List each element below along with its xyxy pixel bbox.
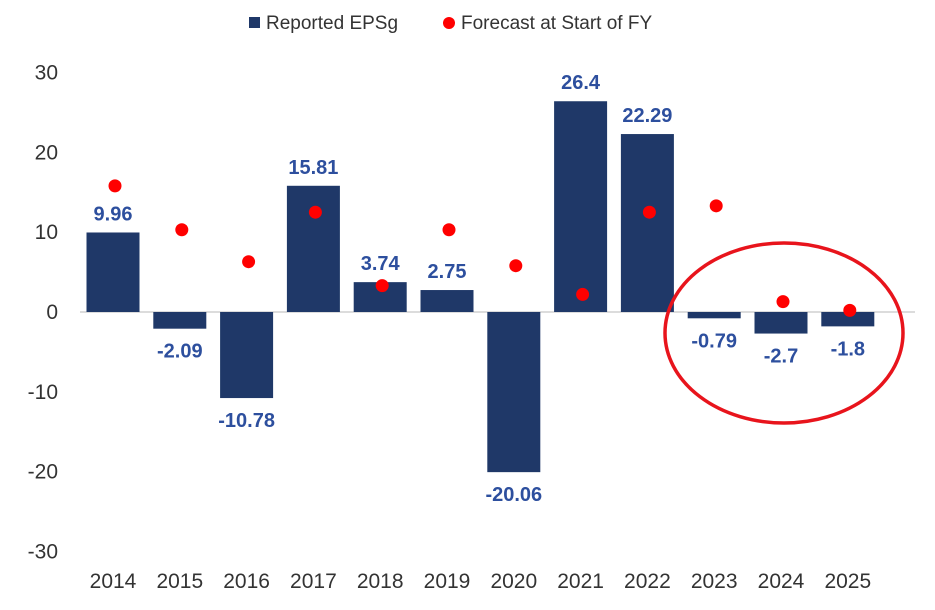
forecast-dot-2021: [576, 287, 590, 301]
legend-label-reported: Reported EPSg: [266, 13, 398, 34]
x-tick-label: 2023: [691, 570, 738, 593]
forecast-dot-2025: [843, 303, 857, 317]
x-tick-label: 2022: [624, 570, 671, 593]
data-labels: 9.96 -2.09 -10.78 15.81 3.74 2.75 -20.06 26.4 22…: [94, 72, 866, 506]
bars: [86, 101, 875, 473]
data-label-2023: -0.79: [691, 330, 737, 352]
x-tick-label: 2018: [357, 570, 404, 593]
bar-2015: [153, 312, 207, 329]
data-label-2021: 26.4: [561, 72, 601, 94]
data-label-2015: -2.09: [157, 341, 203, 363]
forecast-dot-2020: [509, 259, 523, 273]
x-tick-label: 2019: [424, 570, 471, 593]
x-tick-label: 2015: [156, 570, 203, 593]
data-label-2024: -2.7: [764, 346, 798, 368]
data-label-2019: 2.75: [428, 261, 467, 283]
bar-2017: [286, 185, 340, 312]
data-label-2025: -1.8: [831, 338, 865, 360]
legend-swatch-forecast: [443, 17, 455, 29]
forecast-dot-2022: [642, 205, 656, 219]
x-tick-label: 2021: [557, 570, 604, 593]
x-tick-label: 2024: [758, 570, 805, 593]
legend-label-forecast: Forecast at Start of FY: [461, 13, 652, 34]
y-tick-label: -20: [28, 461, 58, 484]
data-label-2022: 22.29: [622, 105, 672, 127]
data-label-2014: 9.96: [94, 203, 133, 225]
y-tick-label: 10: [35, 221, 58, 244]
data-label-2020: -20.06: [485, 484, 542, 506]
data-label-2017: 15.81: [288, 157, 338, 179]
x-tick-label: 2016: [223, 570, 270, 593]
legend-swatch-reported: [249, 17, 260, 28]
forecast-dot-2016: [242, 255, 256, 269]
bar-2023: [687, 312, 741, 319]
x-axis: 2014 2015 2016 2017 2018 2019 2020 2021 2022 2023…: [90, 570, 872, 593]
bar-2022: [620, 134, 674, 312]
forecast-dot-2023: [709, 199, 723, 213]
bar-2014: [86, 232, 140, 312]
x-tick-label: 2014: [90, 570, 137, 593]
forecast-dot-2019: [442, 223, 456, 237]
bar-2016: [220, 312, 274, 399]
forecast-dot-2015: [175, 223, 189, 237]
bar-2025: [821, 312, 875, 327]
y-tick-label: -10: [28, 381, 58, 404]
y-tick-label: 30: [35, 62, 58, 85]
forecast-dot-2014: [108, 179, 122, 193]
forecast-dot-2018: [375, 279, 389, 293]
y-tick-label: 20: [35, 141, 58, 164]
legend: Reported EPSg Forecast at Start of FY: [249, 13, 652, 34]
forecast-dot-2024: [776, 295, 790, 309]
y-tick-label: -30: [28, 541, 58, 564]
forecast-dot-2017: [308, 205, 322, 219]
y-axis: 30 20 10 0 -10 -20 -30: [28, 62, 58, 564]
bar-2019: [420, 290, 474, 312]
bar-2021: [554, 101, 608, 313]
forecast-dots: [108, 179, 857, 317]
data-label-2016: -10.78: [218, 410, 275, 432]
x-tick-label: 2017: [290, 570, 337, 593]
y-tick-label: 0: [46, 301, 58, 324]
x-tick-label: 2020: [490, 570, 537, 593]
data-label-2018: 3.74: [361, 253, 401, 275]
bar-2020: [487, 312, 541, 473]
bar-2024: [754, 312, 808, 334]
highlight-circle: [663, 241, 905, 425]
x-tick-label: 2025: [824, 570, 871, 593]
